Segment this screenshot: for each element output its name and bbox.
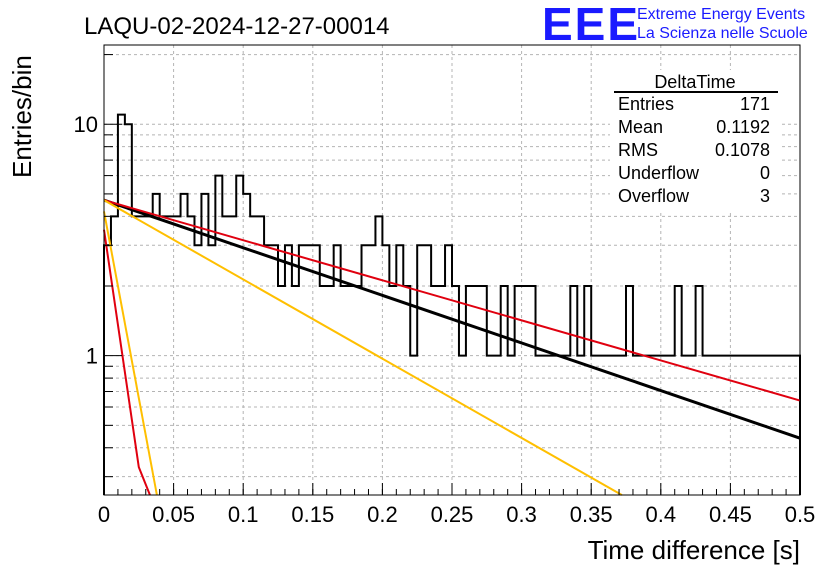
stats-label: Underflow [618, 163, 700, 183]
fit-curve-red [103, 229, 151, 496]
x-tick-label: 0 [98, 502, 110, 527]
stats-value: 171 [740, 94, 770, 114]
fit-curves [103, 198, 801, 496]
y-tick-label: 10 [74, 112, 98, 137]
x-tick-label: 0.05 [152, 502, 195, 527]
x-tick-label: 0.2 [367, 502, 398, 527]
org-name: Extreme Energy Events [637, 6, 805, 23]
stats-value: 0.1078 [715, 140, 770, 160]
x-tick-label: 0.35 [570, 502, 613, 527]
fit-curve-red [103, 199, 801, 402]
run-title: LAQU-02-2024-12-27-00014 [84, 13, 390, 40]
stats-label: Overflow [618, 186, 690, 206]
stats-title: DeltaTime [654, 72, 735, 92]
axes: 0 0.05 0.1 0.15 0.2 0.25 0.3 0.35 0.4 0.45 0.5 1 10 [74, 54, 816, 527]
stats-label: Entries [618, 94, 674, 114]
stats-value: 0 [760, 163, 770, 183]
stats-value: 0.1192 [716, 117, 770, 137]
org-subtitle: La Scienza nelle Scuole [637, 25, 808, 42]
fit-curve-orange [103, 211, 158, 496]
x-tick-label: 0.45 [709, 502, 752, 527]
y-axis-title: Entries/bin [7, 55, 37, 178]
x-axis-title: Time difference [s] [588, 535, 800, 565]
stats-box: DeltaTime Entries 171 Mean 0.1192 RMS 0.1078 U… [610, 70, 780, 210]
stats-label: RMS [618, 140, 658, 160]
fit-curve-orange [103, 199, 623, 496]
histogram-bars [103, 113, 801, 495]
x-tick-label: 0.4 [646, 502, 677, 527]
histogram-outline [103, 113, 801, 495]
x-tick-label: 0.15 [291, 502, 334, 527]
x-tick-label: 0.3 [506, 502, 537, 527]
eee-logo: EEE [542, 0, 640, 50]
y-tick-label: 1 [86, 344, 98, 369]
x-tick-label: 0.25 [431, 502, 474, 527]
stats-value: 3 [760, 186, 770, 206]
x-tick-label: 0.5 [785, 502, 816, 527]
x-tick-label: 0.1 [228, 502, 259, 527]
fit-curve-black [103, 198, 801, 440]
stats-label: Mean [618, 117, 663, 137]
